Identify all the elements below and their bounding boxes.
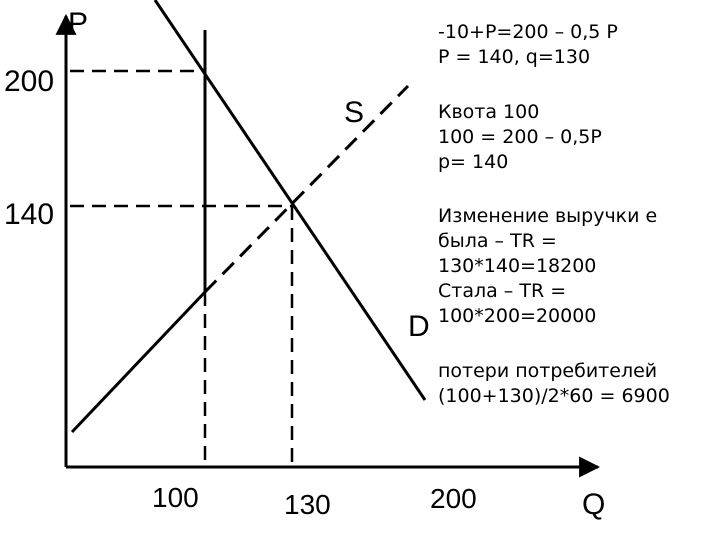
x-tick-100: 100 [152,482,199,513]
x-axis-label: Q [582,488,605,521]
note-equilibrium-2: P = 140, q=130 [438,46,591,68]
note-revenue-4: Стала – TR = [438,280,567,302]
y-tick-200: 200 [4,65,54,98]
y-axis-label: P [68,7,88,40]
supply-line-solid [70,290,207,434]
y-tick-140: 140 [4,198,54,231]
note-losses-1: потери потребителей [438,360,658,382]
note-equilibrium-1: -10+P=200 – 0,5 P [438,21,618,43]
note-quota-1: Квота 100 [438,101,540,123]
note-quota-2: 100 = 200 – 0,5P [438,126,602,148]
x-tick-130: 130 [284,489,331,520]
note-quota-3: p= 140 [438,151,509,173]
note-revenue-1: Изменение выручки е [438,205,658,227]
demand-label: D [408,310,430,343]
note-revenue-2: была – TR = [438,230,557,252]
note-revenue-3: 130*140=18200 [438,255,597,277]
note-revenue-5: 100*200=20000 [438,305,597,327]
solution-notes: -10+P=200 – 0,5 P P = 140, q=130 Квота 1… [438,20,718,409]
demand-line [153,0,427,401]
note-losses-2: (100+130)/2*60 = 6900 [438,385,670,407]
supply-label: S [344,96,364,129]
x-tick-200: 200 [430,483,477,514]
